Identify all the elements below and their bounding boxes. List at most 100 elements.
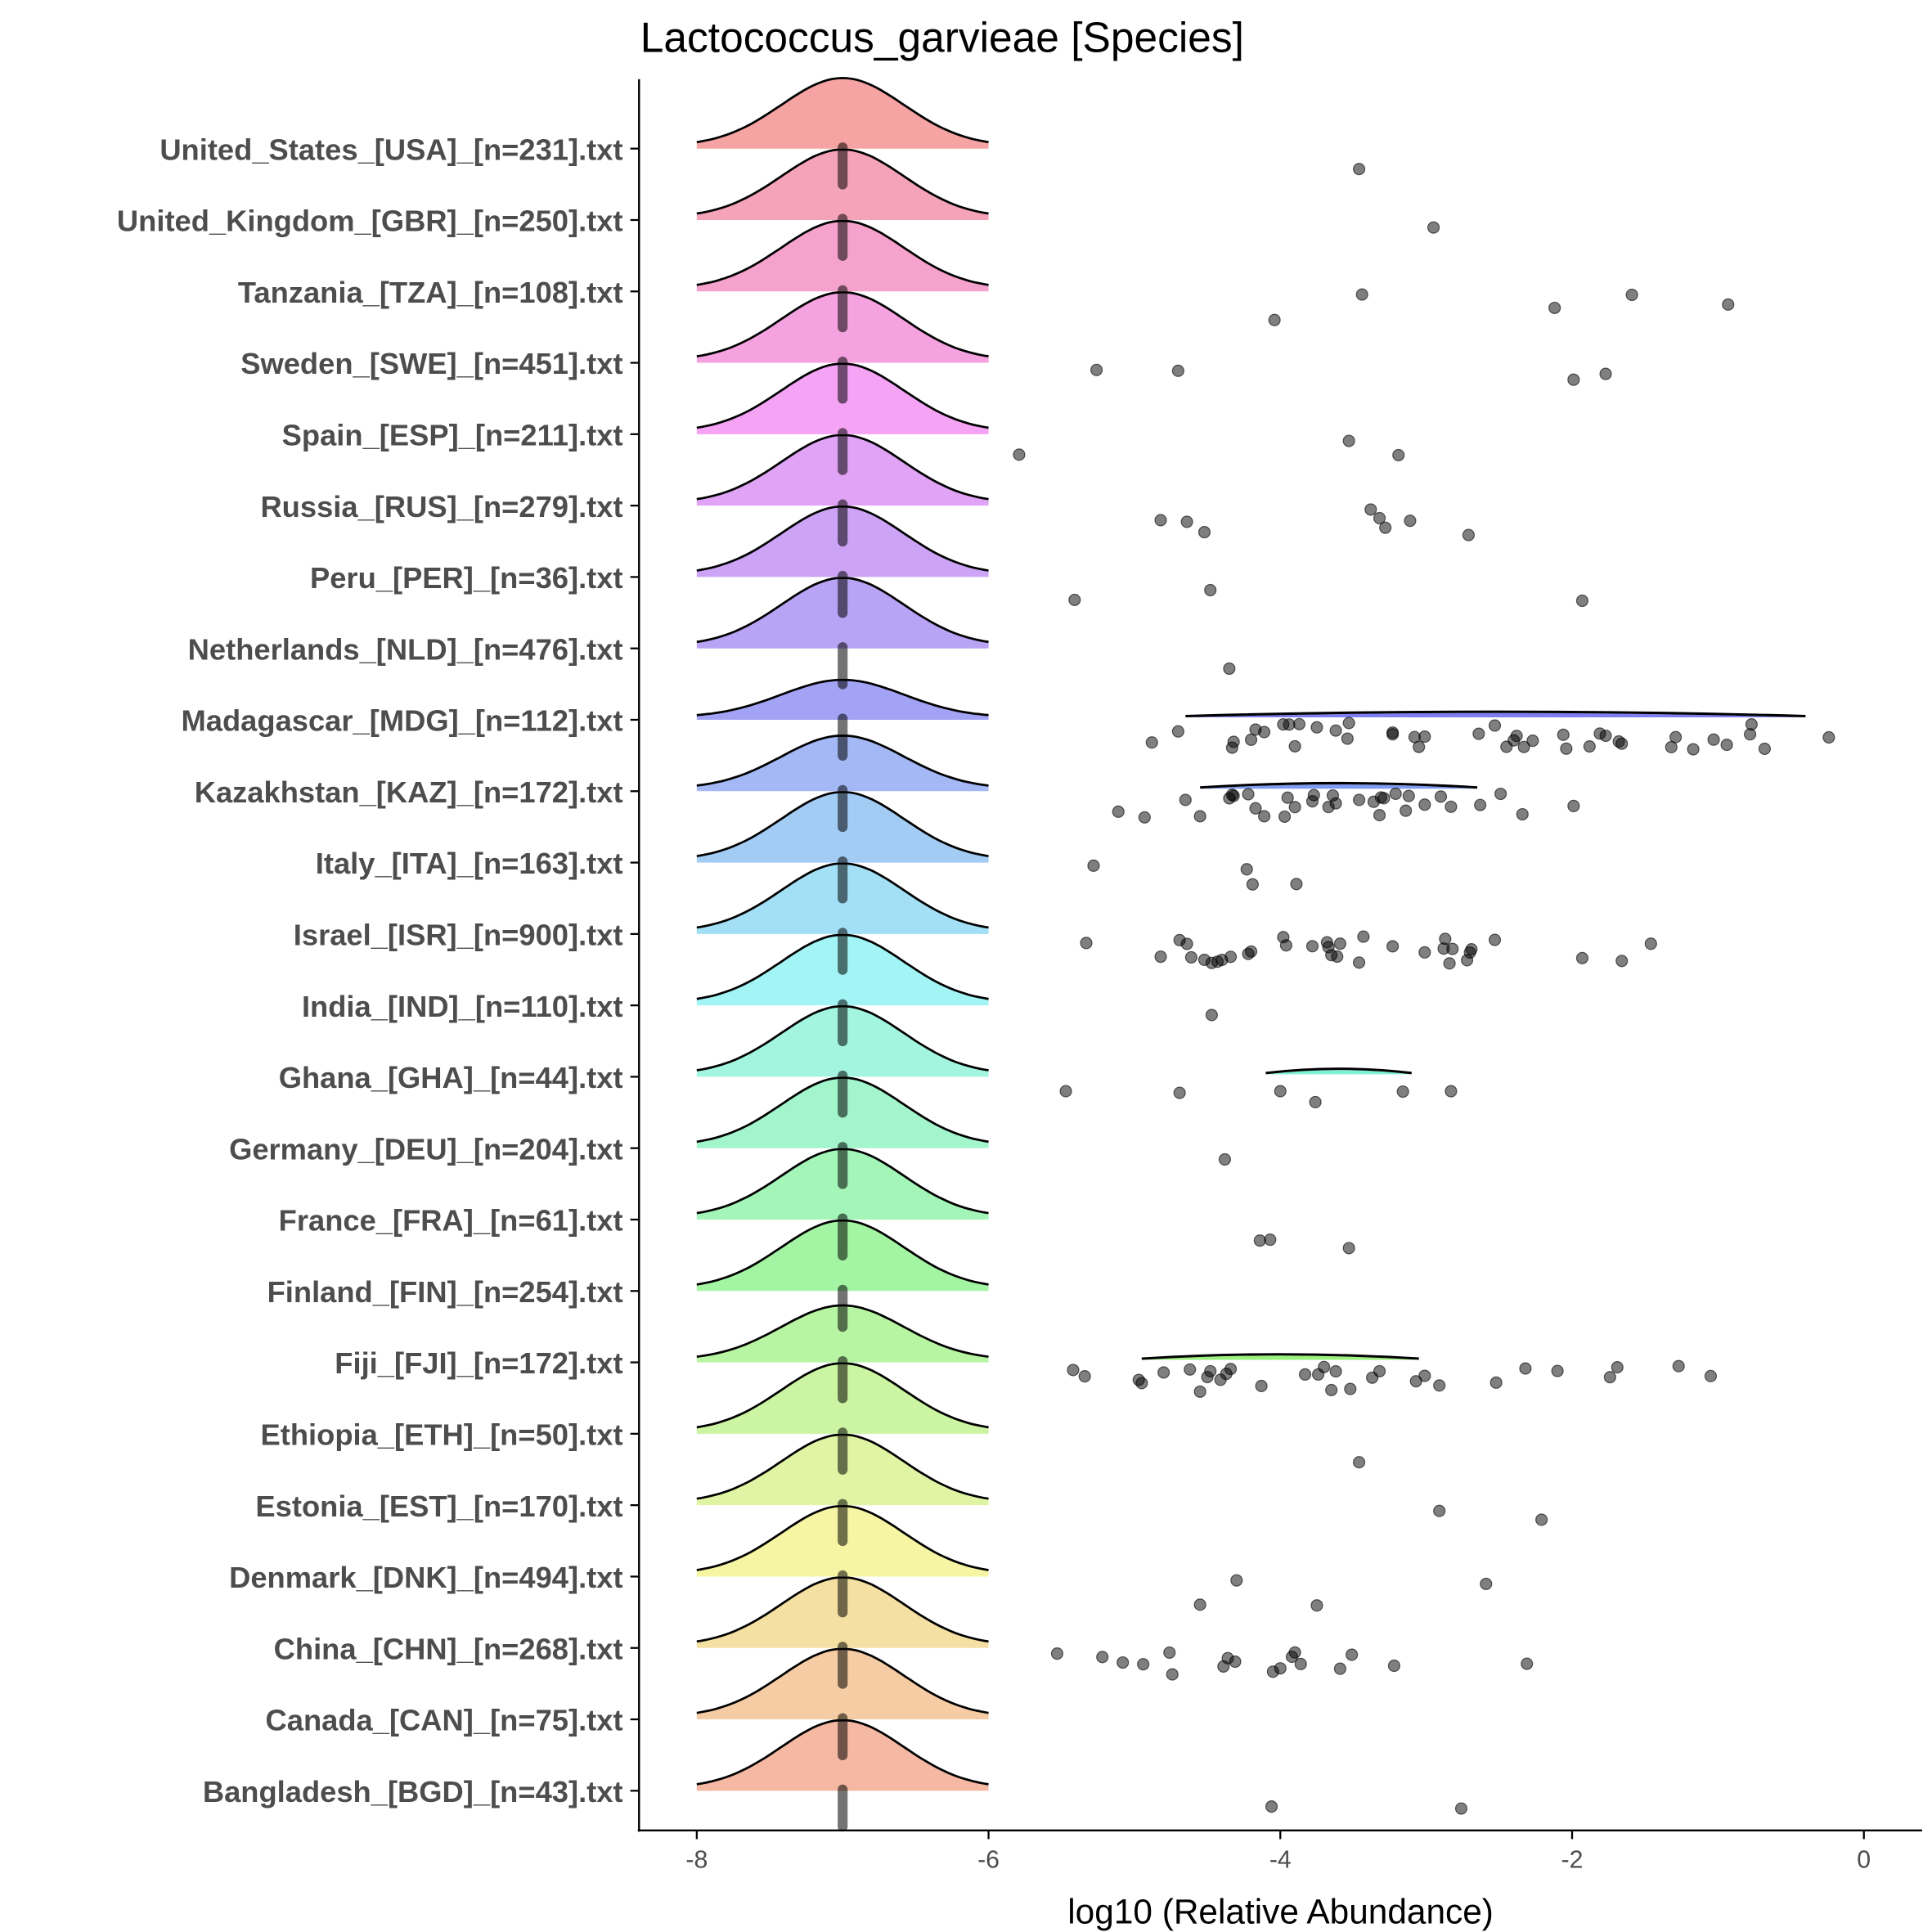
secondary-density-outline [1200, 781, 1478, 789]
data-point [1342, 1242, 1355, 1255]
data-point [1517, 740, 1530, 753]
data-point [1474, 798, 1487, 811]
data-point [1575, 594, 1588, 608]
data-point [1325, 1383, 1338, 1396]
data-point [1264, 1233, 1277, 1247]
data-point [1309, 1095, 1322, 1108]
data-point [1087, 859, 1100, 872]
data-point [1644, 937, 1657, 950]
y-tick-label: Bangladesh_[BGD]_[n=43].txt [203, 1775, 623, 1808]
data-point [1171, 364, 1184, 377]
data-point [1418, 798, 1431, 811]
data-point [1402, 789, 1415, 802]
data-point [1353, 793, 1366, 806]
y-tick-label: Estonia_[EST]_[n=170].txt [255, 1489, 622, 1523]
data-point [1480, 1577, 1493, 1590]
secondary-density-outline [1141, 1353, 1419, 1360]
y-tick-label: Germany_[DEU]_[n=204].txt [229, 1132, 623, 1166]
data-point [1669, 730, 1683, 744]
data-point [1396, 1085, 1409, 1099]
data-point [1329, 724, 1342, 737]
data-point [1223, 662, 1236, 676]
data-point [1575, 951, 1588, 964]
y-tick-label: Spain_[ESP]_[n=211].txt [282, 418, 623, 452]
data-point [1615, 955, 1629, 968]
data-point [1059, 1085, 1072, 1098]
data-point [1255, 1379, 1268, 1393]
y-tick-label: Sweden_[SWE]_[n=451].txt [240, 347, 622, 380]
density-fill [696, 680, 989, 720]
data-point [1687, 743, 1700, 756]
secondary-density-outline [1185, 710, 1806, 717]
data-point [1258, 726, 1271, 739]
data-point [1353, 956, 1366, 969]
data-point [1310, 721, 1323, 734]
data-point [1418, 946, 1431, 959]
data-point [1433, 1379, 1446, 1392]
y-tick-label: United_States_[USA]_[n=231].txt [160, 133, 622, 166]
ridge-row [696, 1304, 1419, 1363]
data-point [1078, 1370, 1091, 1383]
data-point [1227, 789, 1240, 802]
data-point [1548, 301, 1561, 314]
points-layer [838, 142, 1835, 1832]
data-point [1205, 1009, 1218, 1022]
data-point [1344, 1382, 1357, 1395]
data-point [1135, 1377, 1148, 1390]
y-tick-label: Canada_[CAN]_[n=75].txt [266, 1704, 623, 1737]
data-point [1400, 804, 1413, 817]
y-tick-label: Peru_[PER]_[n=36].txt [310, 561, 623, 595]
data-point [1386, 940, 1400, 953]
data-point [1278, 810, 1292, 823]
data-point [1068, 593, 1081, 607]
data-point [1218, 1152, 1232, 1166]
data-point [1285, 1650, 1299, 1664]
data-point [1510, 730, 1523, 743]
density-fill [696, 735, 989, 792]
data-point [1535, 1513, 1548, 1526]
data-point [1246, 878, 1259, 891]
data-point [1488, 719, 1502, 732]
data-point [1180, 515, 1193, 528]
data-point [1465, 942, 1478, 956]
data-point [1154, 950, 1167, 964]
data-point [1413, 740, 1426, 753]
data-point [1433, 1504, 1446, 1517]
x-tick-label: 0 [1857, 1846, 1871, 1873]
data-point [1434, 790, 1448, 803]
data-point [1180, 937, 1193, 950]
y-tick-label: Russia_[RUS]_[n=279].txt [260, 490, 622, 523]
y-tick-label: Netherlands_[NLD]_[n=476].txt [188, 632, 623, 666]
y-tick-label: United_Kingdom_[GBR]_[n=250].txt [117, 204, 623, 238]
data-point [1353, 1456, 1366, 1469]
data-point [1230, 1574, 1243, 1587]
data-point [1355, 288, 1368, 301]
data-point [1305, 940, 1319, 953]
data-point [1173, 1086, 1186, 1099]
data-point [1583, 739, 1596, 753]
data-point [1722, 298, 1735, 311]
data-point [1526, 735, 1539, 748]
y-tick-label: Kazakhstan_[KAZ]_[n=172].txt [195, 775, 623, 809]
data-point [1274, 1662, 1287, 1675]
data-point [1274, 1085, 1287, 1098]
data-point [1353, 163, 1366, 176]
data-point [1560, 742, 1573, 755]
data-point [1244, 945, 1258, 958]
data-point [1454, 1802, 1468, 1815]
data-point [1379, 521, 1392, 534]
data-point [1364, 503, 1377, 516]
data-point [1013, 448, 1026, 461]
data-point [1445, 1085, 1458, 1098]
y-tick-label: Israel_[ISR]_[n=900].txt [294, 918, 623, 951]
data-point [1333, 937, 1346, 950]
y-tick-label: France_[FRA]_[n=61].txt [279, 1204, 623, 1238]
data-point [1204, 583, 1217, 597]
ridge-row [696, 77, 989, 149]
data-point [1249, 802, 1262, 815]
data-point [1292, 717, 1306, 730]
data-point [1516, 807, 1529, 821]
data-point [1599, 367, 1612, 380]
ridges-layer [696, 77, 1806, 1791]
